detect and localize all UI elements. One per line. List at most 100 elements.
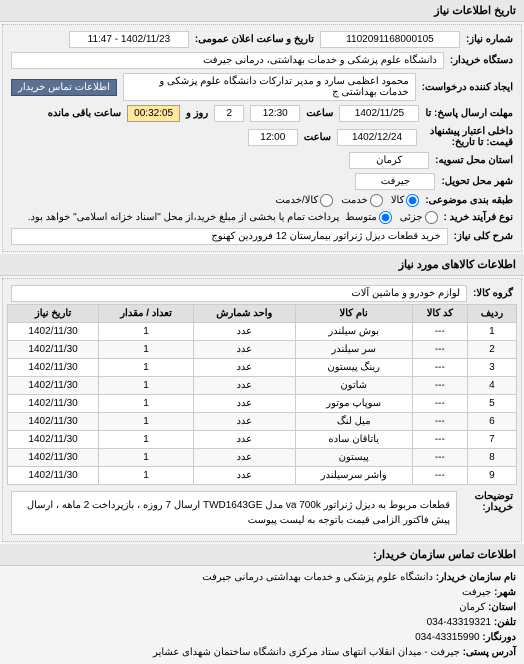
buyer-notes-label: توضیحات خریدار: [463,491,513,513]
goods-section: گروه کالا: لوازم خودرو و ماشین آلات ردیف… [2,278,522,542]
table-header: نام کالا [295,305,412,323]
need-title-label: شرح کلی نیاز: [454,231,513,242]
table-cell: شاتون [295,377,412,395]
subject-type-label: طبقه بندی موضوعی: [425,195,513,206]
table-row: 8---پیستونعدد11402/11/30 [8,449,517,467]
table-cell: عدد [193,377,295,395]
buyer-notes: قطعات مربوط به دیزل ژنراتور va 700k مدل … [11,491,457,535]
table-cell: بوش سیلندر [295,323,412,341]
table-cell: 5 [467,395,516,413]
table-cell: 1 [99,467,194,485]
table-cell: واشر سرسیلندر [295,467,412,485]
buyer-contact-button[interactable]: اطلاعات تماس خریدار [11,79,117,96]
contact-city-label: شهر: [494,587,516,598]
table-cell: عدد [193,413,295,431]
table-cell: 3 [467,359,516,377]
radio-goods-label: کالا [391,195,405,206]
buyer-org-label: دستگاه خریدار: [450,55,513,66]
table-header: تعداد / مقدار [99,305,194,323]
radio-goods[interactable]: کالا [391,194,420,207]
table-cell: عدد [193,467,295,485]
province-label: استان محل تسویه: [435,155,513,166]
table-cell: --- [412,449,467,467]
table-cell: 2 [467,341,516,359]
contact-phone: 43319321-034 [427,617,492,628]
table-cell: عدد [193,431,295,449]
contact-section-title: اطلاعات تماس سازمان خریدار: [0,544,524,566]
contact-city: جیرفت [462,587,491,598]
table-cell: 1 [99,377,194,395]
radio-goods-service[interactable]: کالا/خدمت [275,194,333,207]
radio-service-label: خدمت [341,195,368,206]
table-cell: 1402/11/30 [8,341,99,359]
announce-label: تاریخ و ساعت اعلان عمومی: [195,34,314,45]
radio-goods-input[interactable] [406,194,419,207]
radio-medium-label: متوسط [345,212,376,223]
table-cell: 1402/11/30 [8,323,99,341]
radio-small[interactable]: جزئی [400,211,438,224]
table-cell: پیستون [295,449,412,467]
table-cell: --- [412,341,467,359]
days-label: روز و [186,108,208,119]
radio-goods-service-label: کالا/خدمت [275,195,318,206]
table-cell: --- [412,431,467,449]
deadline-send-label: مهلت ارسال پاسخ: تا [425,108,513,119]
table-cell: 8 [467,449,516,467]
req-number-label: شماره نیاز: [466,34,513,45]
table-cell: 1 [99,395,194,413]
table-row: 4---شاتونعدد11402/11/30 [8,377,517,395]
table-cell: 9 [467,467,516,485]
goods-group-label: گروه کالا: [473,288,513,299]
table-row: 5---سوپاپ موتورعدد11402/11/30 [8,395,517,413]
radio-service[interactable]: خدمت [341,194,383,207]
contact-section: نام سازمان خریدار: دانشگاه علوم پزشکی و … [0,566,524,664]
table-cell: سوپاپ موتور [295,395,412,413]
radio-medium-input[interactable] [379,211,392,224]
subject-type-radios: کالا خدمت کالا/خدمت [275,194,419,207]
table-header: واحد شمارش [193,305,295,323]
req-number-value: 1102091168000105 [320,31,460,48]
radio-medium[interactable]: متوسط [345,211,391,224]
requester-value: محمود اعظمی سارد و مدیر تدارکات دانشگاه … [123,73,416,101]
deadline-send-time: 12:30 [250,105,300,122]
table-cell: 1402/11/30 [8,449,99,467]
table-cell: 1402/11/30 [8,413,99,431]
radio-service-input[interactable] [370,194,383,207]
table-row: 3---رینگ پیستونعدد11402/11/30 [8,359,517,377]
city-label: شهر محل تحویل: [441,176,513,187]
goods-group-value: لوازم خودرو و ماشین آلات [11,285,467,302]
table-cell: 1402/11/30 [8,431,99,449]
table-row: 9---واشر سرسیلندرعدد11402/11/30 [8,467,517,485]
table-cell: 1 [99,449,194,467]
table-header: کد کالا [412,305,467,323]
contact-province: کرمان [459,602,485,613]
table-cell: عدد [193,359,295,377]
table-cell: سر سیلندر [295,341,412,359]
table-cell: --- [412,413,467,431]
deadline-price-label: داخلی اعتبار پیشنهاد قیمت: تا تاریخ: [423,126,513,148]
table-cell: --- [412,359,467,377]
table-cell: عدد [193,395,295,413]
buy-type-label: نوع فرآیند خرید : [444,212,513,223]
time-label-1: ساعت [306,108,333,119]
table-row: 6---میل لنگعدد11402/11/30 [8,413,517,431]
table-cell: --- [412,377,467,395]
radio-small-input[interactable] [425,211,438,224]
table-cell: یاتاقان ساده [295,431,412,449]
remaining-timer: 00:32:05 [127,105,180,122]
table-cell: 1 [99,323,194,341]
province-value: کرمان [349,152,429,169]
buy-type-radios: جزئی متوسط [345,211,437,224]
table-cell: 1402/11/30 [8,467,99,485]
table-cell: 1402/11/30 [8,395,99,413]
radio-small-label: جزئی [400,212,423,223]
table-cell: 4 [467,377,516,395]
contact-province-label: استان: [488,602,516,613]
buyer-org-value: دانشگاه علوم پزشکی و خدمات بهداشتی، درما… [11,52,444,69]
table-cell: --- [412,467,467,485]
radio-goods-service-input[interactable] [320,194,333,207]
table-header: تاریخ نیاز [8,305,99,323]
table-cell: 1 [99,359,194,377]
table-cell: رینگ پیستون [295,359,412,377]
tab-header: تاریخ اطلاعات نیاز [0,0,524,22]
